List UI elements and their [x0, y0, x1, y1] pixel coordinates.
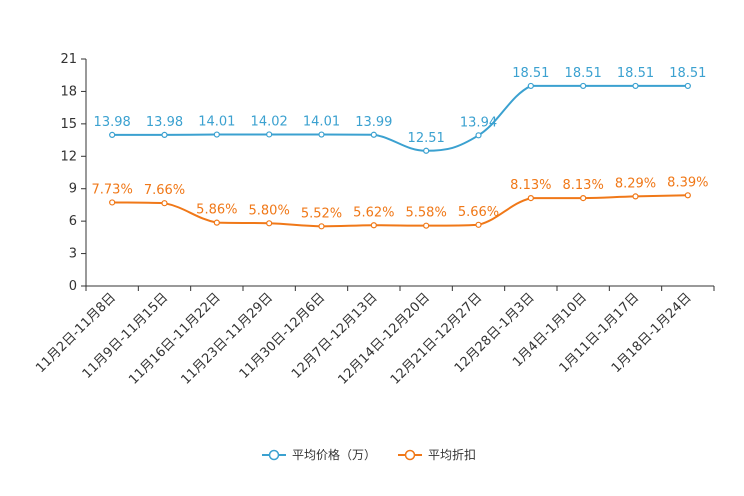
legend-label: 平均折扣 [428, 447, 476, 462]
series-line [112, 194, 688, 228]
data-label: 5.66% [458, 205, 499, 220]
data-label: 18.51 [617, 66, 654, 81]
data-label: 14.01 [303, 115, 340, 130]
series-layer: 13.98 13.98 14.01 14.02 14.01 13.99 12.51 13.94… [92, 66, 708, 230]
legend-item-1[interactable]: 平均折扣 [398, 447, 476, 462]
data-label: 7.73% [92, 182, 133, 197]
data-label: 5.62% [353, 205, 394, 220]
data-label: 18.51 [512, 66, 549, 81]
data-label: 8.39% [667, 175, 708, 190]
data-label: 12.51 [408, 131, 445, 146]
data-label: 8.13% [563, 178, 604, 193]
y-tick-label: 18 [60, 84, 77, 99]
data-point[interactable] [475, 221, 482, 228]
data-label: 5.86% [196, 203, 237, 218]
legend-marker-icon [268, 449, 280, 461]
y-tick-label: 21 [60, 52, 77, 67]
data-label: 13.94 [460, 115, 497, 130]
data-point[interactable] [684, 82, 691, 90]
data-point[interactable] [527, 82, 534, 90]
y-tick-label: 15 [60, 117, 77, 132]
data-point[interactable] [109, 199, 116, 206]
data-point[interactable] [161, 131, 168, 138]
data-point[interactable] [423, 147, 430, 154]
legend-label: 平均价格（万） [292, 447, 376, 462]
data-label: 13.98 [146, 115, 183, 130]
data-label: 14.01 [198, 115, 235, 130]
data-point[interactable] [527, 195, 534, 202]
y-tick-label: 0 [69, 279, 77, 294]
legend-item-0[interactable]: 平均价格（万） [262, 447, 376, 462]
data-label: 8.29% [615, 176, 656, 191]
data-label: 13.99 [355, 115, 392, 130]
data-label: 8.13% [510, 178, 551, 193]
y-tick-label: 6 [69, 214, 77, 229]
series-0: 13.98 13.98 14.01 14.02 14.01 13.99 12.51 13.94… [94, 66, 706, 154]
data-point[interactable] [632, 193, 639, 200]
data-point[interactable] [580, 195, 587, 202]
data-point[interactable] [266, 131, 273, 138]
x-tick-label: 12月21日-12月27日 [388, 290, 485, 387]
series-line [112, 84, 688, 152]
y-tick-label: 9 [69, 182, 77, 197]
y-tick-label: 3 [69, 247, 77, 262]
data-point[interactable] [632, 82, 639, 90]
data-point[interactable] [475, 132, 482, 139]
data-point[interactable] [161, 200, 168, 207]
data-point[interactable] [684, 192, 691, 199]
x-tick-label: 11月16日-11月22日 [126, 290, 223, 387]
data-point[interactable] [318, 131, 325, 138]
data-point[interactable] [109, 131, 116, 138]
x-tick-label: 12月14日-12月20日 [336, 290, 433, 387]
data-label: 14.02 [251, 114, 288, 129]
data-label: 7.66% [144, 183, 185, 198]
data-point[interactable] [580, 82, 587, 90]
data-label: 5.52% [301, 206, 342, 221]
x-tick-label: 11月23日-11月29日 [179, 290, 276, 387]
data-label: 18.51 [669, 66, 706, 81]
legend-marker-icon [404, 449, 416, 461]
y-tick-label: 12 [60, 149, 77, 164]
data-point[interactable] [423, 222, 430, 229]
legend: 平均价格（万） 平均折扣 [262, 447, 476, 462]
data-point[interactable] [370, 222, 377, 229]
data-label: 18.51 [565, 66, 602, 81]
data-point[interactable] [370, 131, 377, 138]
data-point[interactable] [318, 223, 325, 230]
data-label: 13.98 [94, 115, 131, 130]
series-1: 7.73% 7.66% 5.86% 5.80% 5.52% 5.62% 5.58% 5.66%… [92, 175, 708, 230]
data-point[interactable] [213, 219, 220, 226]
data-label: 5.58% [406, 206, 447, 221]
data-point[interactable] [213, 131, 220, 138]
data-label: 5.80% [249, 203, 290, 218]
data-point[interactable] [266, 220, 273, 227]
